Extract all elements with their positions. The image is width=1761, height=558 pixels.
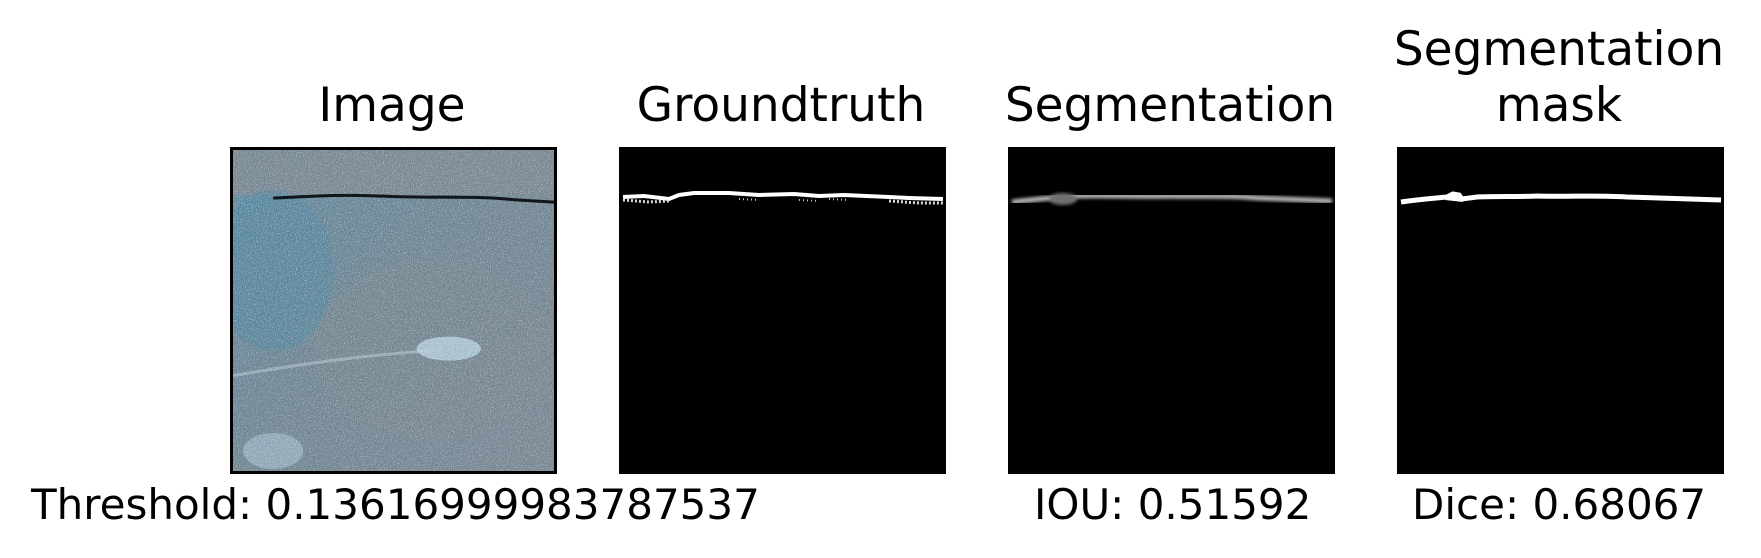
concrete-texture-image [233,150,554,471]
groundtruth-crack [622,191,944,205]
segmentation-binary-mask [1397,147,1724,474]
segmentation-panel-title: Segmentation [1004,78,1336,133]
threshold-value: Threshold: 0.13616999983787537 [31,480,760,529]
input-image [230,147,557,474]
groundtruth-panel-title: Groundtruth [636,78,926,133]
segmentation-crack [1011,193,1333,205]
iou-value: IOU: 0.51592 [1034,480,1312,529]
segmentation-output [1008,147,1335,474]
dice-value: Dice: 0.68067 [1412,480,1707,529]
segmentation-mask-crack [1400,191,1722,205]
segmentation-mask-panel-title: Segmentation mask [1393,22,1725,133]
image-panel-title: Image [318,78,466,133]
groundtruth-mask [619,147,946,474]
